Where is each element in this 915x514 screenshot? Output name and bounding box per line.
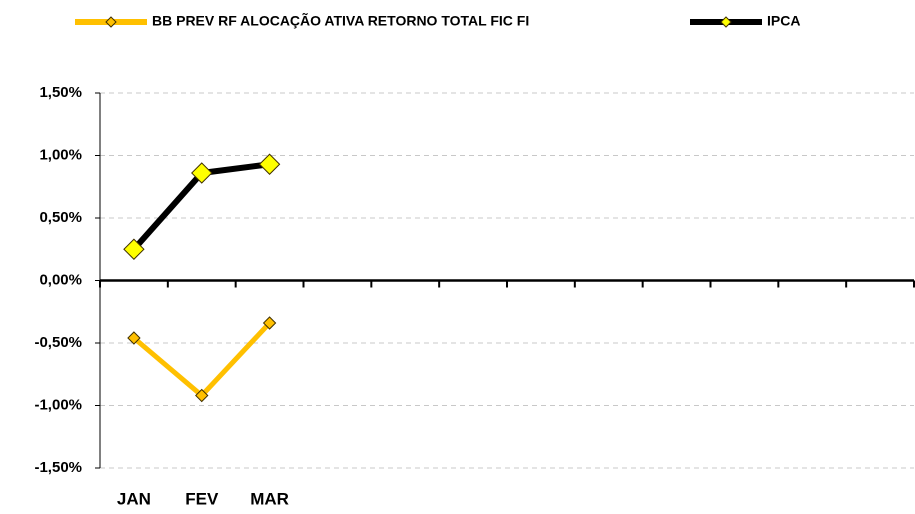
x-tick-label: MAR [250,489,289,508]
y-tick-label: -1,00% [34,396,82,413]
marker [123,238,145,260]
marker [262,316,277,330]
legend-label: BB PREV RF ALOCAÇÃO ATIVA RETORNO TOTAL … [152,12,529,29]
marker [127,331,141,345]
y-tick-label: 0,00% [39,271,82,288]
legend-marker [105,16,117,28]
y-tick-label: 1,00% [39,146,82,163]
y-tick-label: -1,50% [34,459,82,476]
y-tick-label: -0,50% [34,334,82,351]
marker [195,388,209,403]
x-tick-label: FEV [185,489,219,508]
x-tick-label: JAN [117,489,151,508]
marker [191,162,213,184]
legend-label: IPCA [767,13,800,29]
y-tick-label: 0,50% [39,209,82,226]
marker [258,153,281,175]
y-tick-label: 1,50% [39,84,82,101]
legend-marker [720,16,732,28]
series-line [132,321,272,399]
